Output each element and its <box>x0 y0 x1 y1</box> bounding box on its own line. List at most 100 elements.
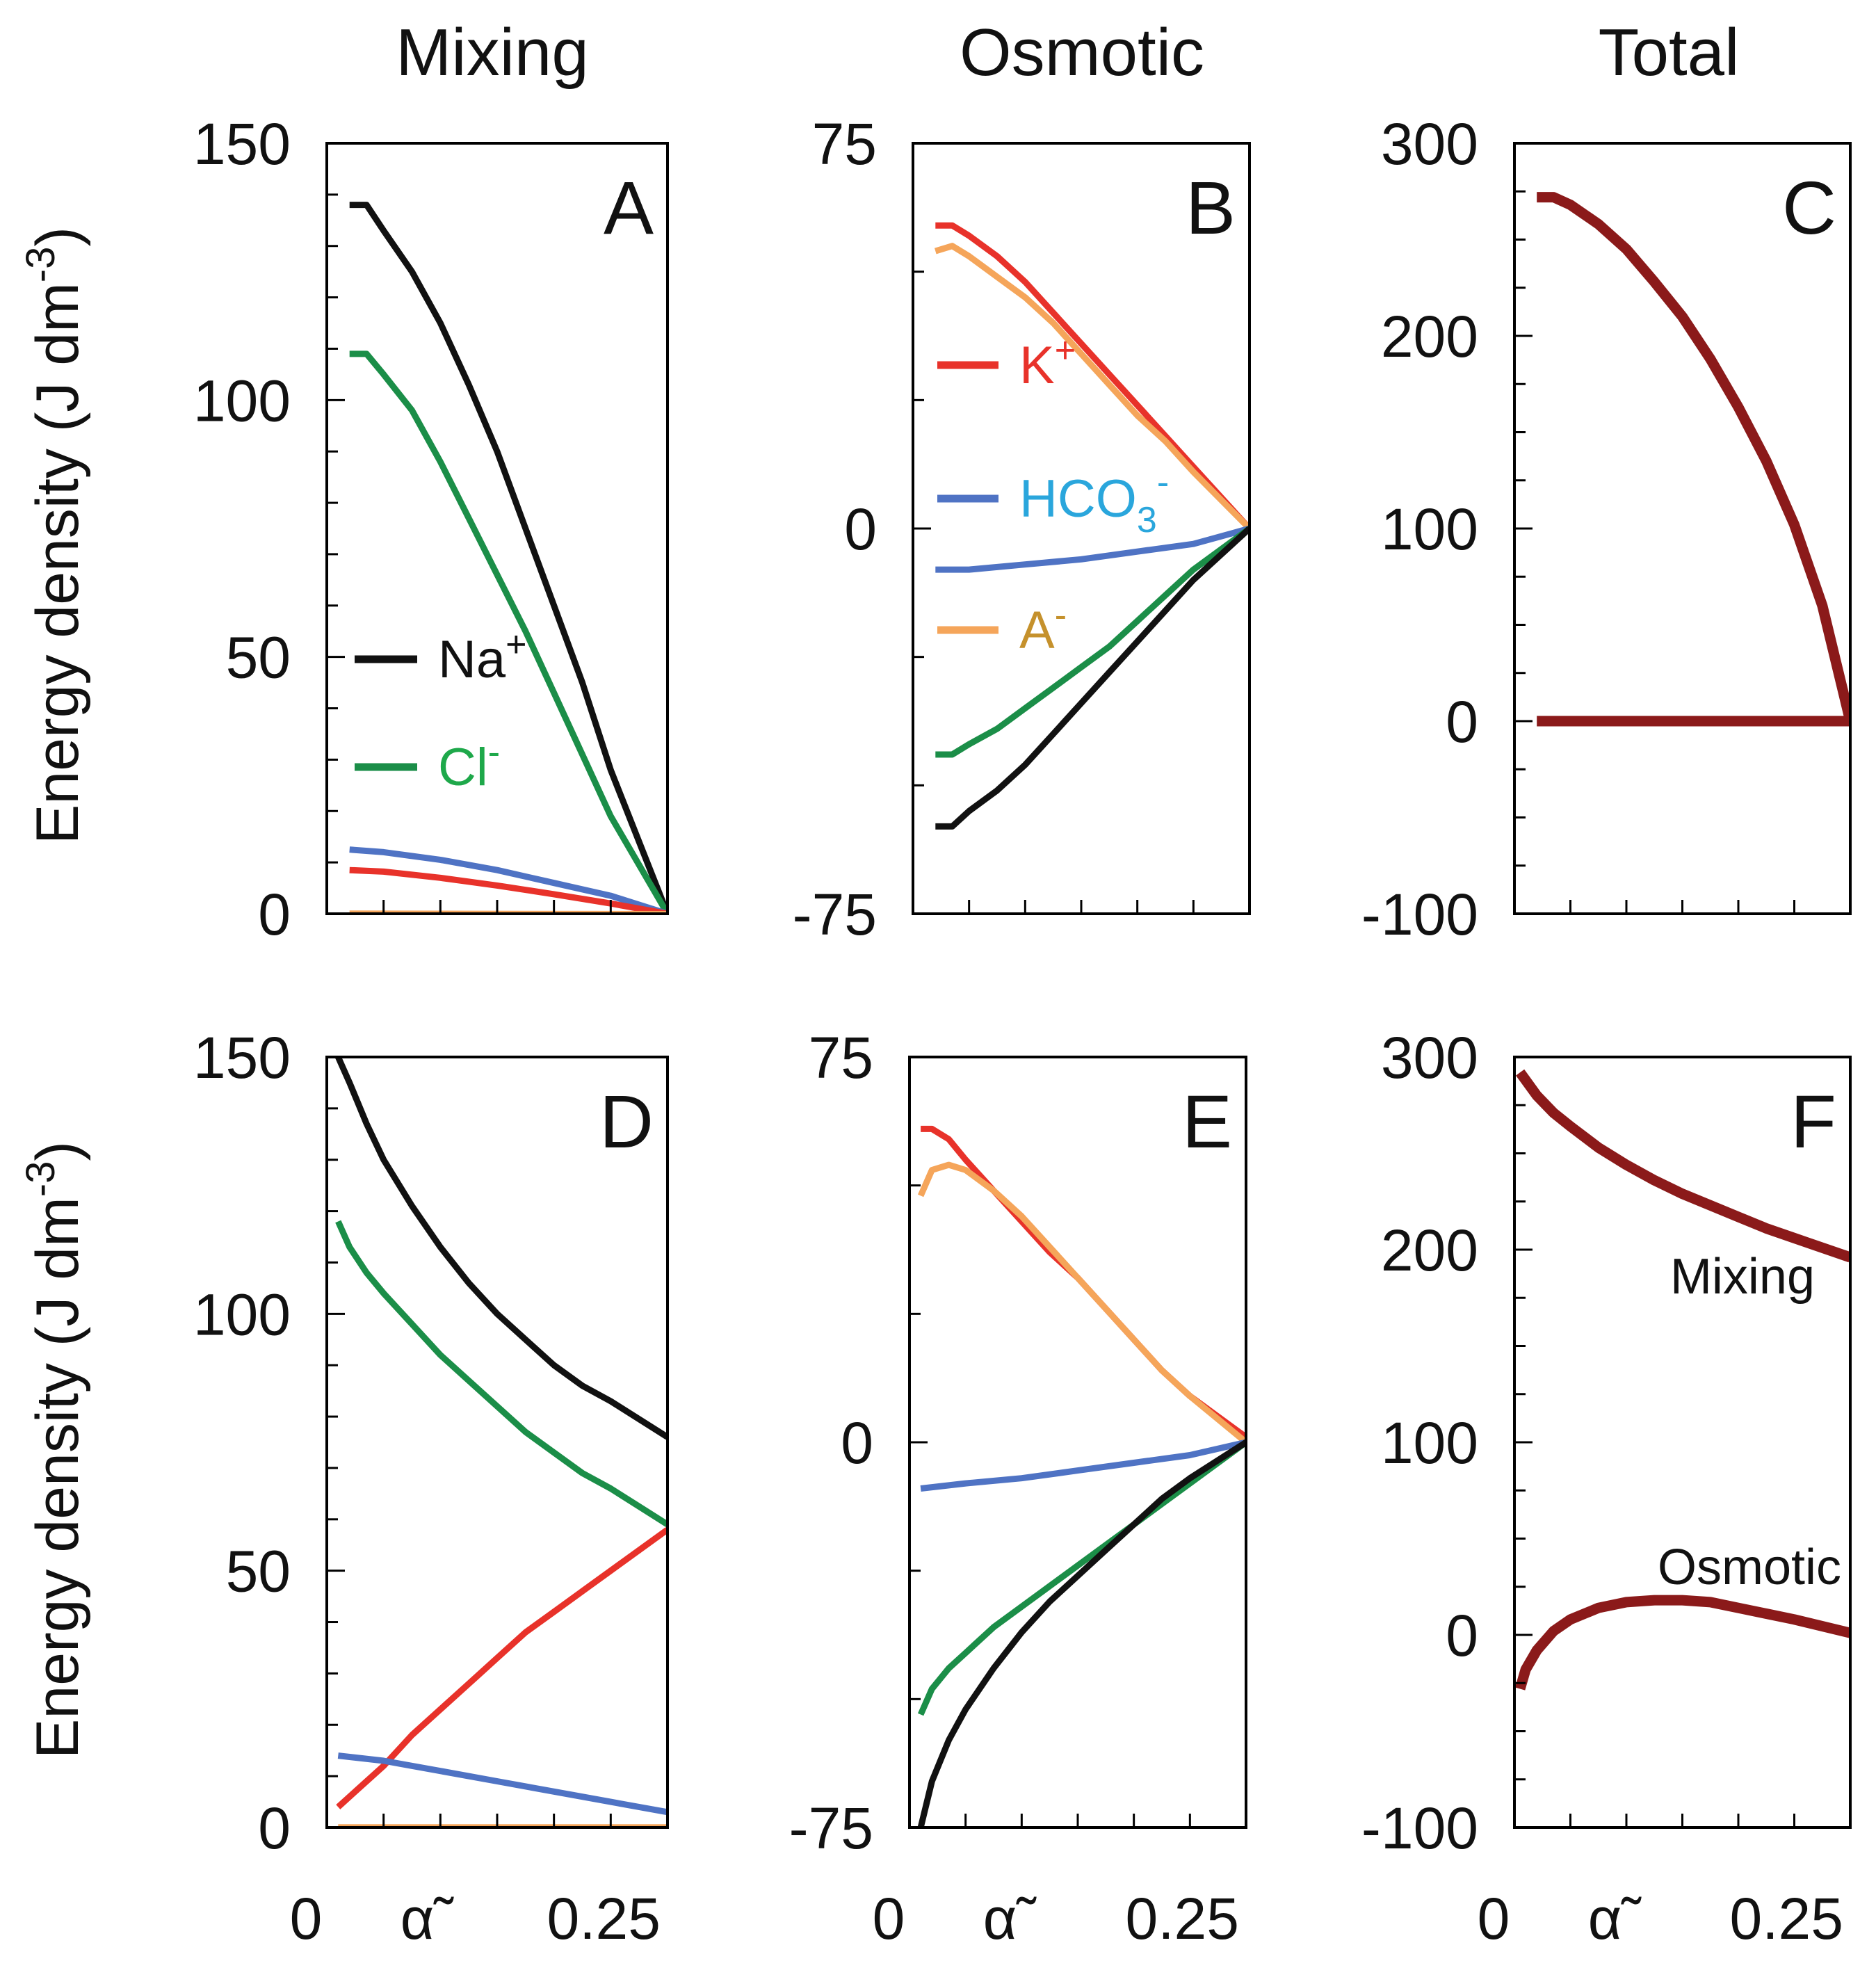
legend-label: Cl- <box>438 732 500 797</box>
legend-label-superscript: - <box>1055 595 1067 636</box>
panel-c: -100 0 100 200 300 C <box>1361 111 1852 947</box>
panel-letter: D <box>599 1079 654 1163</box>
y-axis-title-main: Energy density (J dm <box>24 282 91 844</box>
y-tick-label: 0 <box>1446 1603 1478 1668</box>
x-axis-symbol: α̃ <box>1588 1886 1642 1951</box>
series-line-clminus <box>917 1439 1246 1716</box>
y-tick-label: 100 <box>193 368 291 433</box>
plot-frame <box>1513 1056 1852 1829</box>
series-line-aminus <box>934 243 1250 531</box>
y-tick-label: -75 <box>793 882 877 947</box>
plot-frame <box>908 1056 1247 1829</box>
plot-frame <box>325 1056 669 1829</box>
y-tick-label: 150 <box>193 1025 291 1090</box>
legend-label: Na+ <box>438 624 527 689</box>
y-tick-label: 300 <box>1381 1025 1478 1090</box>
legend-label: A- <box>1019 595 1067 660</box>
legend-label-superscript: - <box>1157 462 1169 503</box>
curve-label-mixing: Mixing <box>1670 1249 1815 1305</box>
y-tick-label: 0 <box>258 1796 291 1861</box>
column-title-total: Total <box>1599 15 1740 90</box>
x-tick-label-start: 0 <box>1478 1886 1510 1951</box>
series-line-clminus <box>935 526 1250 758</box>
y-axis-title-superscript: -3 <box>18 1161 63 1197</box>
x-tick-label-start: 0 <box>873 1886 905 1951</box>
series-line-kplus <box>349 866 668 914</box>
column-title-osmotic: Osmotic <box>960 15 1204 90</box>
y-tick-label: 75 <box>812 111 877 177</box>
legend-label-subscript: 3 <box>1137 500 1157 540</box>
x-axis-symbol: α̃ <box>983 1886 1037 1951</box>
series-group <box>917 1125 1246 1828</box>
series-line-hco3minus <box>935 525 1250 573</box>
legend-label-superscript: + <box>506 624 526 665</box>
series-line-hco3minus <box>920 1439 1246 1492</box>
x-tick-label-end: 0.25 <box>1126 1886 1240 1951</box>
y-tick-label: 150 <box>193 111 291 177</box>
y-axis-title-superscript: -3 <box>18 247 63 283</box>
x-tick-label-end: 0.25 <box>547 1886 661 1951</box>
y-tick-label: -75 <box>789 1796 873 1861</box>
series-group <box>335 1057 668 1828</box>
series-line-kplus <box>336 1526 668 1809</box>
panel-d: 0 50 100 150 0 α̃ 0.25 D <box>193 1025 669 1951</box>
legend-label-base: Cl <box>438 738 488 797</box>
legend-label-base: Na <box>438 630 506 689</box>
y-axis-title-close: ) <box>24 227 91 247</box>
y-tick-label: -100 <box>1361 882 1478 947</box>
plot-frame <box>912 142 1251 915</box>
series-group <box>349 202 668 914</box>
y-axis-title-main: Energy density (J dm <box>24 1197 91 1759</box>
legend-label-superscript: - <box>488 732 500 773</box>
panel-letter: F <box>1790 1079 1836 1163</box>
y-tick-label: 0 <box>841 1410 873 1476</box>
series-line-kplus <box>935 222 1250 531</box>
x-tick-label-start: 0 <box>290 1886 323 1951</box>
series-group <box>934 222 1250 830</box>
series-line-total <box>1516 1069 1850 1263</box>
y-axis-title-close: ) <box>24 1141 91 1161</box>
panel-letter: A <box>604 166 654 250</box>
series-line-aminus <box>917 1161 1246 1445</box>
legend-label: K+ <box>1019 330 1076 395</box>
y-tick-label: 100 <box>1381 497 1478 562</box>
y-tick-label: 0 <box>1446 689 1478 755</box>
panel-letter: B <box>1186 166 1236 250</box>
y-tick-label: 75 <box>809 1025 873 1090</box>
series-line-clminus <box>349 350 668 914</box>
series-line-naplus <box>349 202 668 914</box>
panel-letter: E <box>1182 1079 1232 1163</box>
series-line-hco3minus <box>349 846 668 914</box>
y-axis-title-bottom: Energy density (J dm-3) <box>18 1141 91 1759</box>
series-group <box>1514 1069 1850 1691</box>
y-tick-label: 50 <box>226 625 291 691</box>
legend-label-base: A <box>1019 601 1055 660</box>
legend-label-superscript: + <box>1055 330 1076 371</box>
y-tick-label: 0 <box>844 497 877 562</box>
x-tick-label-end: 0.25 <box>1730 1886 1844 1951</box>
legend-label: HCO3- <box>1019 462 1169 540</box>
legend-label-base: K <box>1019 336 1055 395</box>
series-line-naplus <box>935 526 1250 830</box>
series-line-naplus <box>917 1439 1246 1828</box>
series-line-hco3minus <box>337 1752 668 1816</box>
y-tick-label: 300 <box>1381 111 1478 177</box>
column-title-mixing: Mixing <box>396 15 588 90</box>
y-tick-label: 0 <box>258 882 291 947</box>
legend-label-base: HCO <box>1019 469 1137 529</box>
plot-frame <box>325 142 669 915</box>
y-tick-label: -100 <box>1361 1796 1478 1861</box>
y-axis-title-top: Energy density (J dm-3) <box>18 227 91 844</box>
y-tick-label: 100 <box>1381 1410 1478 1476</box>
curve-label-osmotic: Osmotic <box>1658 1540 1841 1595</box>
y-tick-label: 100 <box>193 1282 291 1347</box>
series-line-naplus <box>335 1057 668 1440</box>
series-group <box>1537 192 1850 727</box>
panel-a: 0 50 100 150 A Na+ Cl- <box>193 111 669 947</box>
x-axis-symbol: α̃ <box>401 1886 455 1951</box>
panel-letter: C <box>1782 166 1836 250</box>
